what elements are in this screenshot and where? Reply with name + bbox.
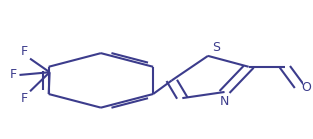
Text: F: F	[20, 92, 28, 105]
Text: S: S	[213, 41, 220, 54]
Text: F: F	[20, 45, 28, 58]
Text: O: O	[301, 81, 311, 94]
Text: N: N	[220, 95, 229, 108]
Text: F: F	[10, 68, 17, 81]
